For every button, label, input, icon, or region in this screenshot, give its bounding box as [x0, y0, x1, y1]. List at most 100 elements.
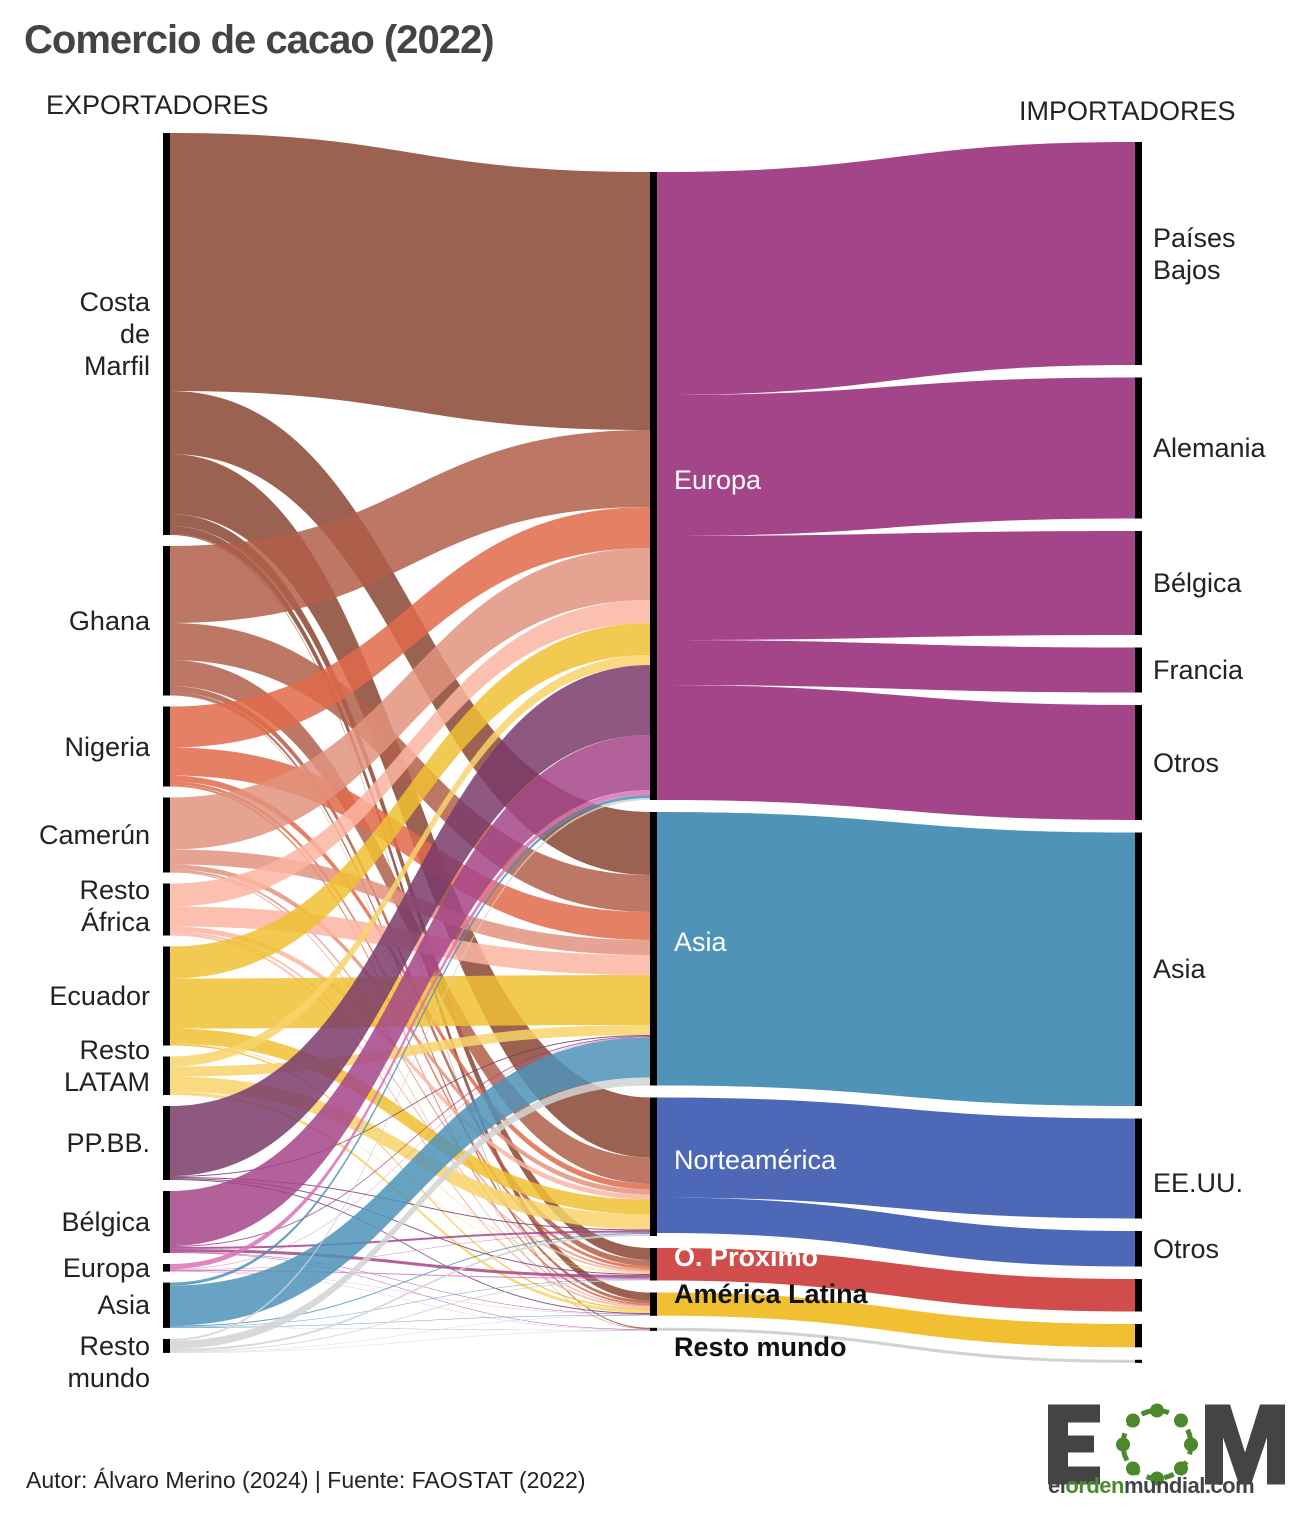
node-bar-gha: [163, 546, 170, 696]
logo-text-c: mundial.com: [1123, 1473, 1255, 1498]
node-bar-bel: [163, 1191, 170, 1253]
flow-gha-to-AS: [170, 623, 650, 912]
flow-ppbb-to-OP: [170, 1178, 650, 1275]
importers-heading: IMPORTADORES: [1019, 96, 1236, 126]
flow-rla-to-EU: [170, 655, 650, 1067]
node-bar-de: [1135, 377, 1142, 519]
chart-title: Comercio de cacao (2022): [24, 18, 495, 62]
flow-eur0-to-OP: [170, 1270, 650, 1279]
flow-ppbb-to-AS: [170, 1035, 650, 1177]
node-bar-ppbb: [163, 1106, 170, 1180]
flow-eur0-to-NA: [170, 1232, 650, 1270]
flow-rmu0-to-OP: [170, 1279, 650, 1352]
flow-AL-to-al: [657, 1292, 1135, 1348]
links: [170, 133, 1135, 1363]
flow-rmu0-to-AS: [170, 1077, 650, 1349]
node-label-de: Alemania: [1153, 433, 1266, 463]
flow-NA-to-on: [657, 1197, 1135, 1267]
flow-asi0-to-AL: [170, 1314, 650, 1328]
node-bar-as: [1135, 832, 1142, 1106]
node-bar-EU: [650, 172, 657, 800]
flow-asi0-to-OP: [170, 1279, 650, 1328]
flow-asi0-to-AS: [170, 1037, 650, 1326]
node-bar-raf: [163, 883, 170, 936]
node-bar-asi0: [163, 1282, 170, 1328]
flow-ppbb-to-NA: [170, 1177, 650, 1231]
node-bar-fr: [1135, 647, 1142, 693]
node-bar-eur0: [163, 1264, 170, 1272]
flow-EU-to-be: [657, 531, 1135, 640]
nodes: [163, 133, 1142, 1363]
flow-raf-to-NA: [170, 926, 650, 1200]
source-credit: Autor: Álvaro Merino (2024) | Fuente: FA…: [26, 1467, 586, 1493]
flow-asi0-to-NA: [170, 1233, 650, 1327]
flow-bel-to-OP: [170, 1249, 650, 1278]
node-label-ecu: Ecuador: [49, 981, 150, 1011]
flow-raf-to-OP: [170, 931, 650, 1273]
node-bar-ecu: [163, 946, 170, 1046]
node-bar-NA: [650, 1097, 657, 1236]
node-bar-AL: [650, 1292, 657, 1316]
node-bar-oe: [1135, 705, 1142, 820]
flow-asi0-to-EU: [170, 795, 650, 1286]
node-label-fr: Francia: [1153, 655, 1244, 685]
flow-gha-to-EU: [170, 430, 650, 623]
node-label-cmr: Camerún: [38, 820, 150, 850]
node-bar-us: [1135, 1118, 1142, 1219]
node-bar-be: [1135, 531, 1142, 635]
node-bar-pb: [1135, 142, 1142, 365]
node-bar-nga: [163, 706, 170, 787]
node-label-EU: Europa: [674, 465, 762, 495]
node-bar-al: [1135, 1324, 1142, 1348]
node-label-oe: Otros: [1153, 747, 1220, 778]
flow-cmr-to-EU: [170, 548, 650, 850]
flow-ecu-to-EU: [170, 623, 650, 979]
node-label-rmu0: Resto mundo: [67, 1330, 150, 1393]
node-label-pb: Países Bajos: [1153, 222, 1236, 285]
flow-EU-to-pb: [657, 142, 1135, 395]
logo-text-b: orden: [1065, 1473, 1124, 1498]
node-bar-on: [1135, 1231, 1142, 1267]
node-label-ppbb: PP.BB.: [66, 1128, 150, 1158]
node-label-AS: Asia: [674, 927, 727, 957]
flow-EU-to-de: [657, 377, 1135, 536]
node-label-asi0: Asia: [97, 1290, 150, 1321]
flow-ecu-to-NA: [170, 1028, 650, 1215]
flow-AS-to-as: [657, 812, 1135, 1106]
flow-RM-to-rm: [657, 1327, 1135, 1363]
flow-rmu0-to-NA: [170, 1234, 650, 1351]
node-bar-rmu0: [163, 1338, 170, 1353]
logo-site-url: elordenmundial.com: [1048, 1473, 1255, 1499]
node-label-RM: Resto mundo: [674, 1332, 847, 1362]
node-bar-rla: [163, 1056, 170, 1095]
flow-eur0-to-AS: [170, 1037, 650, 1270]
flow-rmu0-to-EU: [170, 798, 650, 1341]
node-label-rla: Resto LATAM: [63, 1034, 150, 1097]
node-label-raf: Resto África: [79, 874, 150, 937]
flow-OP-to-op: [657, 1248, 1135, 1312]
flow-raf-to-EU: [170, 600, 650, 907]
node-label-nga: Nigeria: [64, 731, 150, 762]
node-label-AL: América Latina: [674, 1279, 868, 1309]
node-bar-op: [1135, 1279, 1142, 1312]
node-label-gha: Ghana: [68, 605, 150, 636]
flow-ppbb-to-EU: [170, 665, 650, 1176]
flow-bel-to-AL: [170, 1252, 650, 1315]
node-label-us: EE.UU.: [1153, 1167, 1244, 1198]
node-label-eur0: Europa: [62, 1252, 150, 1283]
flow-nga-to-AS: [170, 747, 650, 940]
flow-bel-to-RM: [170, 1252, 650, 1330]
flow-cdm-to-EU: [170, 133, 650, 430]
node-label-OP: O. Próximo: [674, 1242, 819, 1272]
node-label-bel: Bélgica: [61, 1207, 150, 1237]
flow-EU-to-oe: [657, 685, 1135, 820]
node-label-NA: Norteamérica: [674, 1144, 837, 1175]
flow-bel-to-NA: [170, 1230, 650, 1249]
node-bar-RM: [650, 1327, 657, 1331]
node-bar-OP: [650, 1248, 657, 1281]
flow-EU-to-fr: [657, 640, 1135, 693]
node-label-cdm: Costa de Marfil: [79, 287, 150, 381]
eom-logo: [1048, 1403, 1285, 1486]
flow-cmr-to-AL: [170, 871, 650, 1307]
flow-rla-to-AL: [170, 1092, 650, 1313]
